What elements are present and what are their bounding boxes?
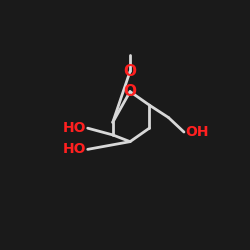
- Text: HO: HO: [63, 121, 87, 135]
- Text: O: O: [124, 64, 136, 79]
- Text: O: O: [124, 84, 136, 99]
- Text: OH: OH: [185, 125, 208, 139]
- Text: HO: HO: [63, 142, 87, 156]
